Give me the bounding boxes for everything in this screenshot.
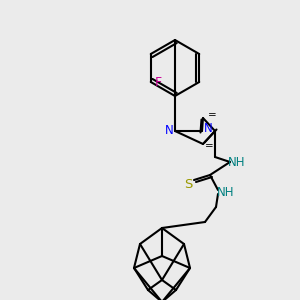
Text: S: S	[184, 178, 192, 190]
Text: N: N	[165, 124, 173, 137]
Text: =: =	[205, 141, 214, 151]
Text: N: N	[204, 122, 212, 136]
Text: NH: NH	[217, 185, 235, 199]
Text: =: =	[208, 110, 217, 120]
Text: F: F	[155, 76, 162, 88]
Text: NH: NH	[228, 155, 246, 169]
